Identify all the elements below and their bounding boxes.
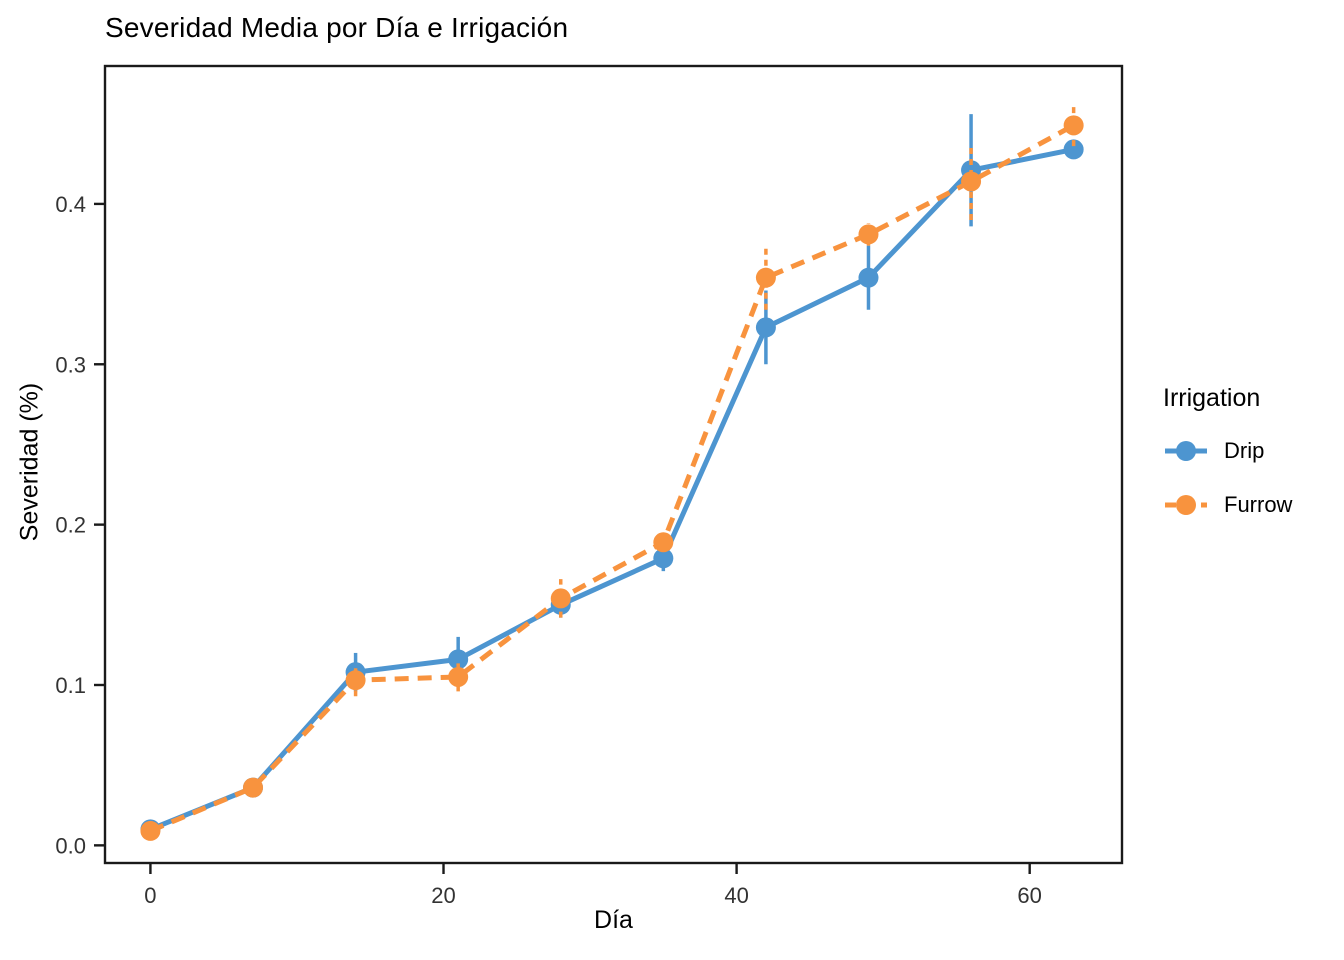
legend: Irrigation Drip Furrow xyxy=(1163,384,1292,537)
y-tick-label: 0.4 xyxy=(55,192,86,217)
y-tick-label: 0.2 xyxy=(55,513,86,538)
panel-border xyxy=(103,64,1124,865)
legend-label-drip: Drip xyxy=(1224,438,1265,463)
furrow-point-day-35 xyxy=(653,532,674,553)
furrow-point-day-56 xyxy=(961,171,982,192)
furrow-point-day-14 xyxy=(345,670,366,691)
drip-point-day-42 xyxy=(755,317,776,338)
furrow-point-day-63 xyxy=(1063,115,1084,136)
legend-title: Irrigation xyxy=(1163,384,1261,412)
y-tick-label: 0.3 xyxy=(55,352,86,377)
x-axis-title: Día xyxy=(594,906,633,934)
y-tick-label: 0.1 xyxy=(55,673,86,698)
furrow-point-day-0 xyxy=(140,820,161,841)
x-tick-label: 40 xyxy=(724,883,748,908)
furrow-point-day-42 xyxy=(755,267,776,288)
drip-point-day-35 xyxy=(653,548,674,569)
furrow-point-day-28 xyxy=(550,588,571,609)
drip-point-day-63 xyxy=(1063,139,1084,160)
drip-point-day-21 xyxy=(448,649,469,670)
legend-item-furrow: Furrow xyxy=(1163,483,1292,527)
x-tick-label: 20 xyxy=(431,883,455,908)
drip-key-icon xyxy=(1165,441,1207,461)
y-axis-title: Severidad (%) xyxy=(15,382,44,542)
x-tick-label: 0 xyxy=(144,883,156,908)
chart-title: Severidad Media por Día e Irrigación xyxy=(105,12,569,43)
legend-label-furrow: Furrow xyxy=(1224,492,1293,517)
drip-point-day-49 xyxy=(858,267,879,288)
drip-line xyxy=(149,146,1075,832)
x-tick-label: 60 xyxy=(1017,883,1041,908)
furrow-point-day-49 xyxy=(858,224,879,245)
furrow-line xyxy=(149,123,1075,834)
legend-item-drip: Drip xyxy=(1163,429,1292,473)
y-tick-label: 0.0 xyxy=(55,833,86,858)
furrow-point-day-7 xyxy=(243,777,264,798)
furrow-point-day-21 xyxy=(448,666,469,687)
furrow-key-icon xyxy=(1165,495,1207,515)
